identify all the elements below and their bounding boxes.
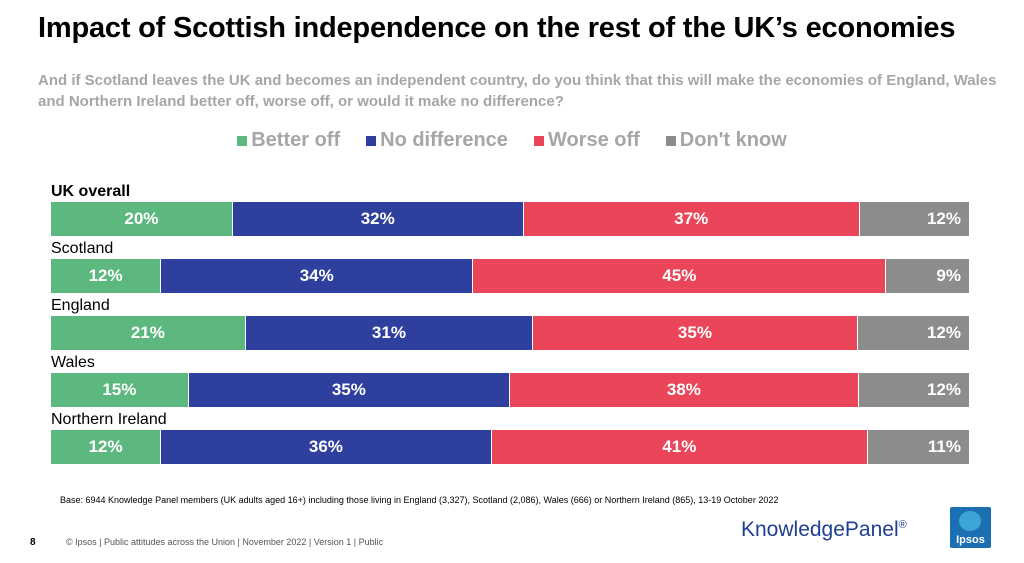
category-label: England: [51, 297, 110, 314]
bar-segment: 41%: [491, 430, 868, 464]
data-label: 45%: [662, 266, 697, 285]
bar-segment: 36%: [161, 430, 492, 464]
data-label: 21%: [130, 323, 165, 342]
bar-segment: 12%: [858, 373, 969, 407]
legend-item: No difference: [366, 129, 508, 152]
bar-segment: 12%: [859, 202, 969, 236]
ipsos-logo-mark: [959, 511, 981, 531]
data-label: 35%: [331, 380, 366, 399]
legend-item: Better off: [237, 129, 340, 152]
data-label: 35%: [677, 323, 712, 342]
stacked-bar: 15% 35% 38% 12%: [51, 373, 969, 407]
chart-title: Impact of Scottish independence on the r…: [38, 12, 956, 44]
stacked-bar: 21% 31% 35% 12%: [51, 316, 969, 350]
data-label: 34%: [299, 266, 334, 285]
legend-item: Don't know: [665, 129, 787, 152]
bar-segment: 37%: [523, 202, 860, 236]
stacked-bar: 12% 36% 41% 11%: [51, 430, 969, 464]
legend-swatch: [366, 135, 377, 146]
registered-mark: ®: [898, 519, 907, 531]
data-label: 32%: [360, 209, 395, 228]
data-label: 41%: [662, 437, 697, 456]
bar-segment: 20%: [51, 202, 233, 236]
bar-segment: 12%: [51, 430, 162, 464]
bar-segment: 38%: [509, 373, 859, 407]
category-label: Northern Ireland: [51, 411, 167, 428]
bar-segment: 31%: [245, 316, 534, 350]
knowledge-panel-logo: KnowledgePanel®: [741, 518, 907, 542]
chart-legend: Better off No difference Worse off Don't kn…: [0, 129, 1024, 152]
bar-segment: 45%: [473, 259, 887, 293]
data-label: 36%: [308, 437, 343, 456]
base-note: Base: 6944 Knowledge Panel members (UK a…: [60, 495, 779, 505]
data-label: 20%: [124, 209, 159, 228]
knowledge-panel-logo-text: KnowledgePanel: [741, 518, 899, 541]
legend-label: Worse off: [547, 129, 640, 151]
data-label: 12%: [926, 323, 961, 342]
data-label: 12%: [926, 209, 961, 228]
legend-label: Don't know: [679, 129, 787, 151]
category-label: Wales: [51, 354, 95, 371]
bar-segment: 32%: [232, 202, 524, 236]
data-label: 37%: [674, 209, 709, 228]
data-label: 12%: [88, 266, 123, 285]
bar-segment: 34%: [161, 259, 474, 293]
page-number: 8: [30, 537, 36, 548]
legend-label: Better off: [251, 129, 341, 151]
bar-segment: 11%: [868, 430, 969, 464]
ipsos-logo-text: Ipsos: [956, 534, 985, 546]
bar-segment: 35%: [188, 373, 510, 407]
category-label: Scotland: [51, 240, 114, 257]
bar-segment: 35%: [533, 316, 858, 350]
data-label: 11%: [927, 437, 961, 456]
stacked-bar: 20% 32% 37% 12%: [51, 202, 969, 236]
stacked-bar: 12% 34% 45% 9%: [51, 259, 969, 293]
ipsos-logo: Ipsos: [950, 507, 991, 548]
legend-swatch: [237, 135, 248, 146]
legend-swatch: [665, 135, 676, 146]
data-label: 12%: [926, 380, 961, 399]
data-label: 9%: [936, 266, 961, 285]
data-label: 38%: [666, 380, 701, 399]
legend-item: Worse off: [533, 129, 640, 152]
bar-segment: 12%: [51, 259, 162, 293]
bar-segment: 9%: [886, 259, 969, 293]
legend-label: No difference: [380, 129, 508, 151]
bar-segment: 12%: [857, 316, 969, 350]
data-label: 15%: [102, 380, 137, 399]
bar-segment: 21%: [51, 316, 246, 350]
data-label: 31%: [371, 323, 406, 342]
bar-segment: 15%: [51, 373, 189, 407]
footer-text: © Ipsos | Public attitudes across the Un…: [66, 537, 384, 547]
chart-subtitle: And if Scotland leaves the UK and become…: [38, 72, 997, 110]
legend-swatch: [533, 135, 544, 146]
data-label: 12%: [88, 437, 123, 456]
category-label: UK overall: [51, 183, 131, 200]
